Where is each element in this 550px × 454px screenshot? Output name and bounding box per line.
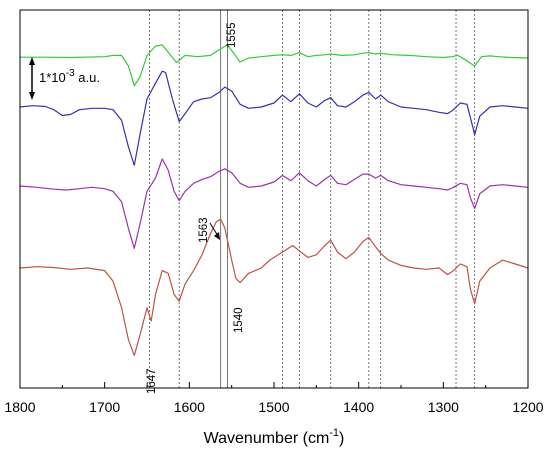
scale-bar-label: 1*10-3 a.u. (39, 68, 100, 85)
x-tick-label: 1700 (89, 399, 120, 415)
x-tick-label: 1400 (343, 399, 374, 415)
scale-bar-arrow-up (29, 57, 35, 65)
spectrum-series-1 (20, 44, 529, 87)
x-tick-label: 1200 (512, 399, 543, 415)
x-tick-label: 1600 (174, 399, 205, 415)
x-tick-label: 1300 (428, 399, 459, 415)
spectra-series (19, 44, 529, 356)
spectrum-series-3 (19, 158, 529, 249)
annotation-1647: 1647 (146, 368, 158, 394)
annotation-1555: 1555 (226, 22, 238, 48)
scale-bar: 1*10-3 a.u. (29, 57, 100, 100)
x-axis-title: Wavenumber (cm-1) (204, 427, 345, 447)
spectrum-series-2 (19, 70, 529, 166)
plot-frame (19, 9, 529, 389)
reference-lines (149, 10, 476, 388)
annotation-1563: 1563 (198, 217, 210, 243)
x-tick-label: 1800 (4, 399, 35, 415)
annotation-1540: 1540 (233, 307, 245, 333)
x-tick-label: 1500 (258, 399, 289, 415)
x-axis: 1800 1700 1600 1500 1400 1300 1200 (4, 382, 544, 415)
scale-bar-arrow-down (29, 92, 35, 100)
annotation-1563-arrowhead (214, 232, 220, 240)
annotation-1563-arrow-line (209, 222, 219, 237)
spectrum-series-4 (19, 218, 529, 356)
